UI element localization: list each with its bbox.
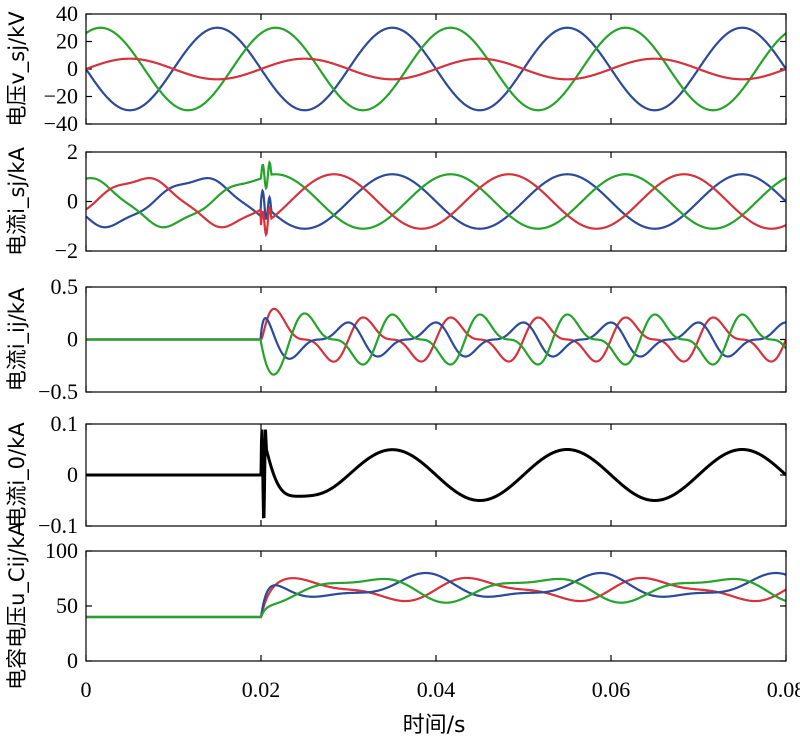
- y-tick-label: −0.1: [38, 513, 78, 538]
- x-tick-label: 0.02: [242, 677, 281, 702]
- y-tick-label: 20: [56, 29, 78, 54]
- series-line-3: [86, 577, 786, 619]
- y-tick-label: 50: [56, 593, 78, 618]
- axes-frame: [85, 151, 787, 252]
- x-axis-label: 时间/s: [403, 713, 466, 738]
- y-axis-label: 电容电压u_Cij/kA: [5, 521, 30, 689]
- y-tick-label: −2: [55, 238, 78, 263]
- y-axis-label: 电压v_sj/kV: [5, 11, 30, 127]
- y-tick-label: 2: [67, 139, 78, 164]
- axes-frame: [85, 13, 787, 125]
- x-tick-label: 0: [81, 677, 92, 702]
- panel-1: −40−20 020 40 电压v_sj/kV: [5, 1, 787, 136]
- series-line-3: [86, 312, 786, 376]
- y-tick-label: −20: [44, 84, 78, 109]
- y-tick-label: −40: [44, 111, 78, 136]
- series-line-1: [86, 429, 786, 519]
- y-tick-label: 40: [56, 1, 78, 26]
- series-line-3: [86, 57, 786, 81]
- y-tick-label: −0.5: [38, 379, 78, 404]
- y-axis-label: 电流i_sj/kA: [5, 147, 30, 256]
- y-tick-label: 100: [45, 538, 78, 563]
- panel-5: 0 50 100 电容电压u_Cij/kA: [5, 521, 787, 690]
- y-tick-label: 0: [67, 56, 78, 81]
- y-tick-label: 0: [67, 462, 78, 487]
- panel-2: −2 0 2 电流i_sj/kA: [5, 139, 787, 263]
- panel-4: −0.1 0 0.1 电流i_0/kA: [5, 411, 787, 538]
- y-tick-label: 0: [67, 327, 78, 352]
- axes-frame: [85, 423, 787, 527]
- y-axis-label: 电流i_0/kA: [5, 422, 30, 528]
- series-line-2: [86, 26, 786, 112]
- x-tick-label: 0.08: [767, 677, 800, 702]
- panel-3: −0.5 0 0.5 电流i_ij/kA: [5, 274, 787, 404]
- x-tick-label: 0.04: [417, 677, 456, 702]
- x-tick-label: 0.06: [592, 677, 631, 702]
- y-tick-label: 0.1: [51, 411, 79, 436]
- y-axis-label: 电流i_ij/kA: [5, 287, 30, 391]
- series-line-2: [86, 160, 786, 230]
- y-tick-label: 0: [67, 189, 78, 214]
- y-tick-label: 0.5: [51, 274, 79, 299]
- series-line-2: [86, 571, 786, 619]
- y-tick-label: 0: [67, 648, 78, 673]
- axes-frame: [85, 550, 787, 662]
- series-line-1: [86, 173, 786, 230]
- series-line-3: [86, 173, 786, 238]
- axes-frame: [85, 286, 787, 393]
